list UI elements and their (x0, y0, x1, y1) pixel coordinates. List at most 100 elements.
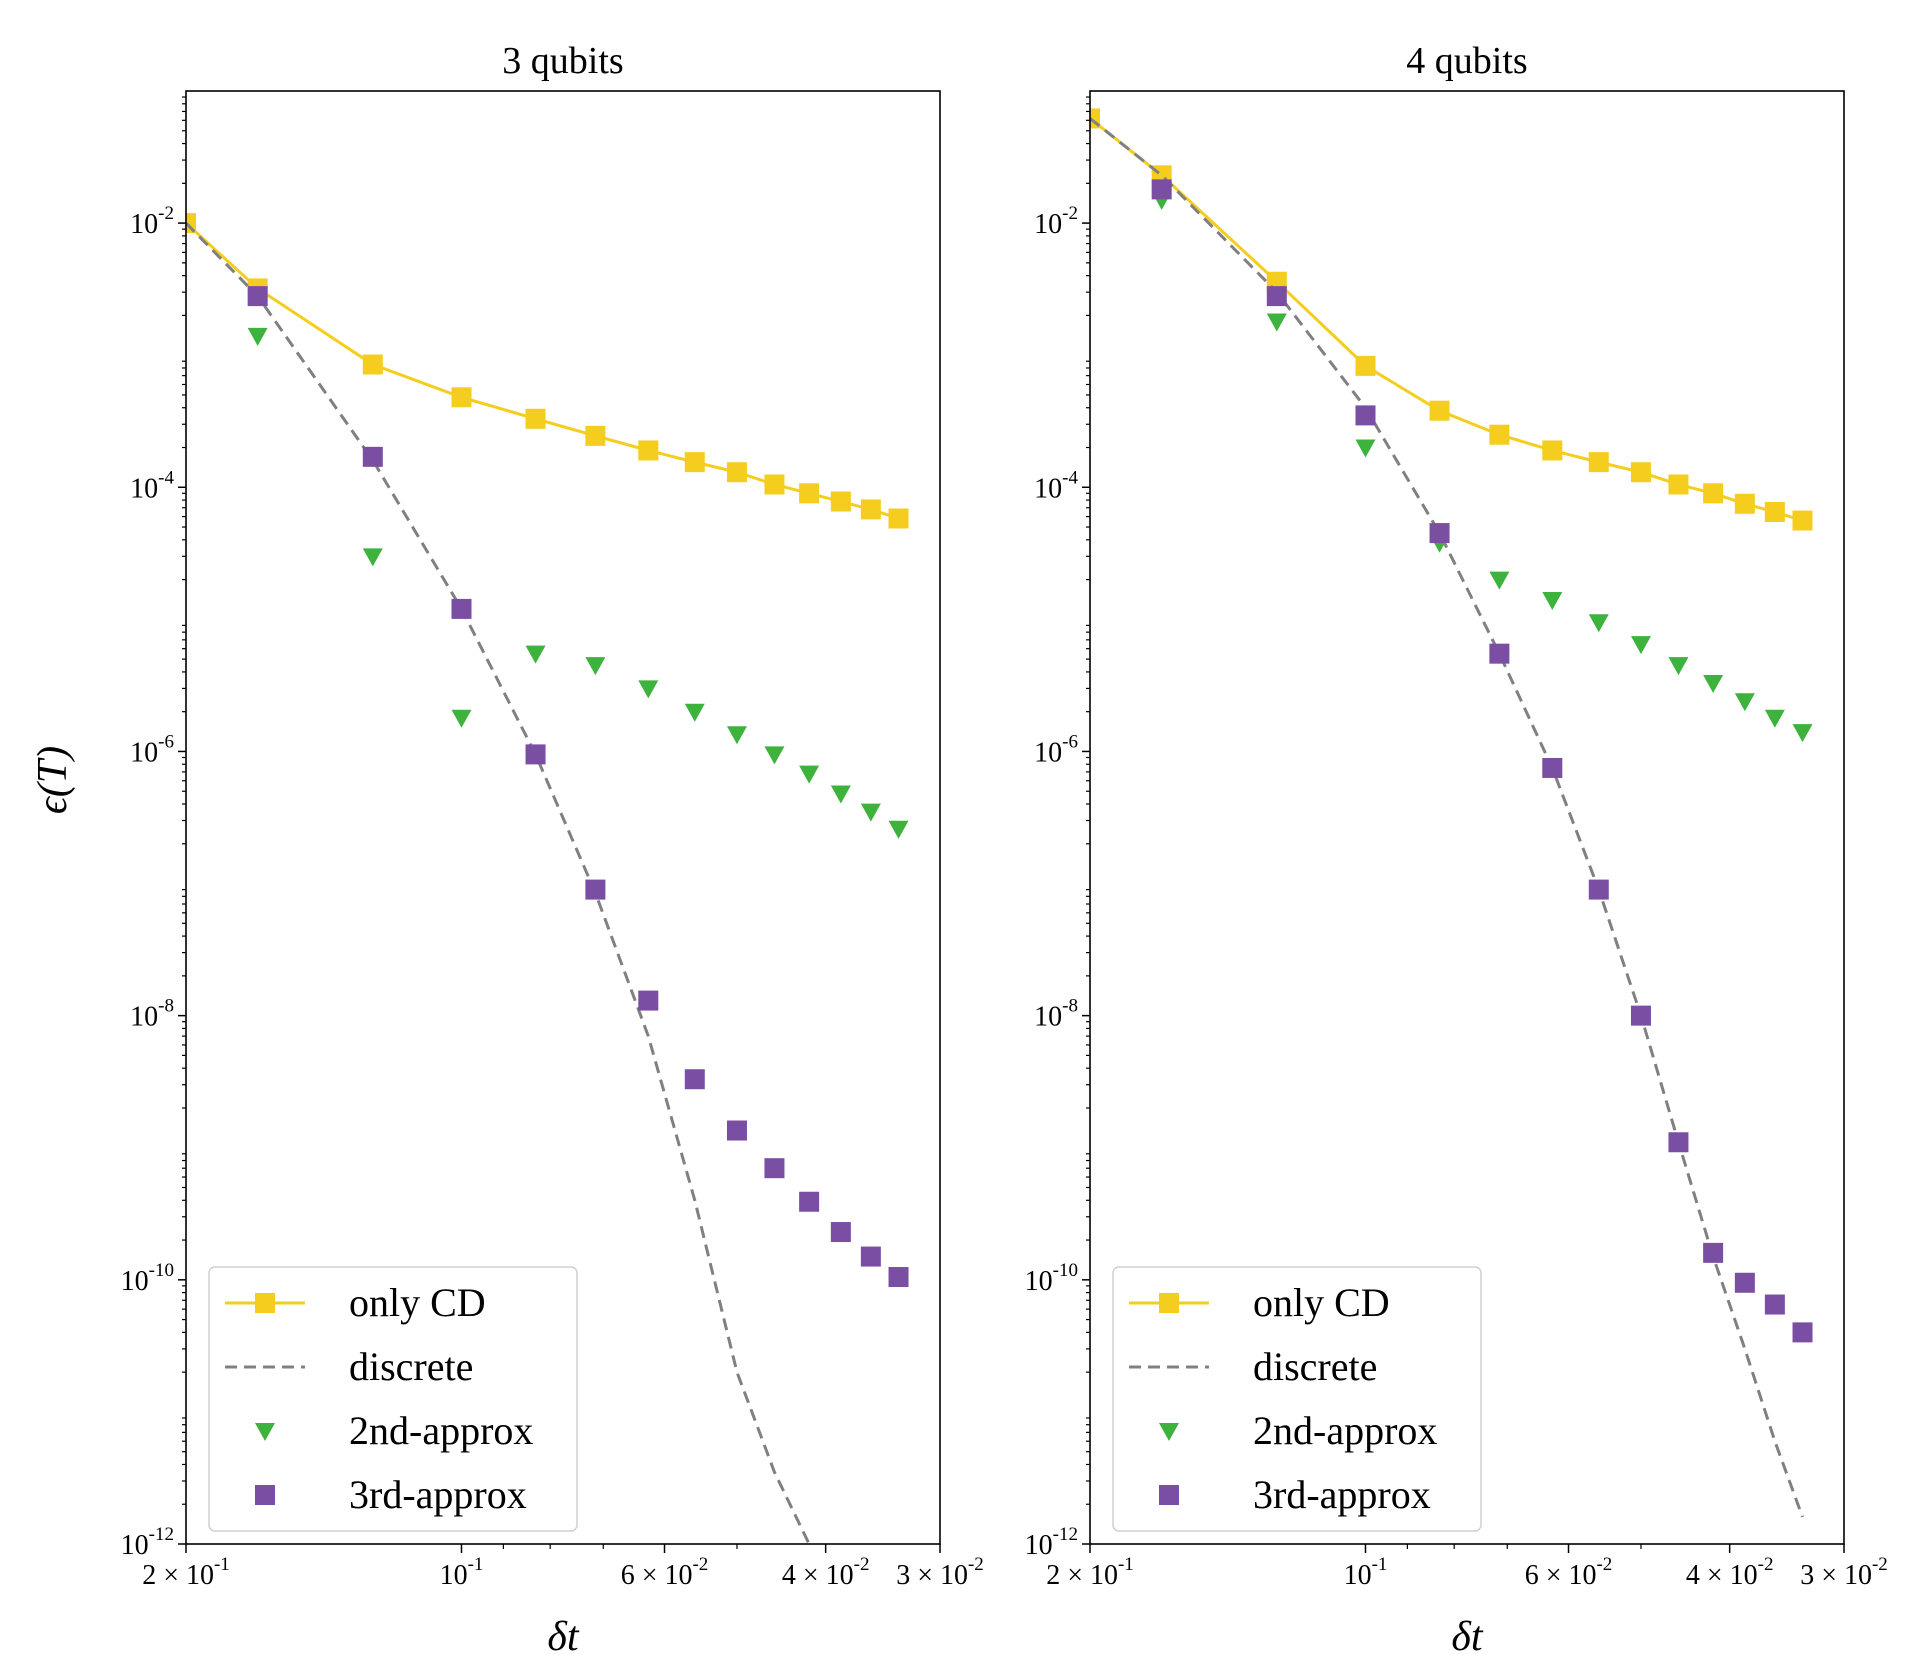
square-marker (830, 491, 851, 512)
square-marker (1489, 424, 1510, 445)
x-tick-label: 10-1 (440, 1554, 484, 1591)
square-marker (1151, 179, 1172, 200)
series-2nd-approx (247, 327, 909, 839)
legend-label: 3rd-approx (1253, 1472, 1431, 1517)
square-marker (247, 286, 268, 307)
square-marker (888, 1267, 909, 1288)
x-tick-label: 4 × 10-2 (1686, 1554, 1774, 1591)
triangle-marker (888, 820, 909, 839)
triangle-marker (1542, 592, 1563, 611)
legend: only CD discrete 2nd-approx 3rd-approx (1112, 1266, 1482, 1532)
triangle-marker (451, 709, 472, 728)
square-marker (1703, 1242, 1724, 1263)
x-tick-label: 3 × 10-2 (896, 1554, 984, 1591)
legend-entry: discrete (1129, 1344, 1377, 1389)
square-marker (684, 1069, 705, 1090)
y-tick-label: 10-4 (130, 467, 174, 504)
triangle-marker (1630, 636, 1651, 655)
square-marker (830, 1222, 851, 1243)
square-marker (186, 213, 196, 234)
axes-frame (1089, 90, 1845, 1545)
y-tick-label: 10-6 (1034, 731, 1078, 768)
triangle-marker (1734, 693, 1755, 712)
legend-label: discrete (349, 1344, 473, 1389)
square-marker (1630, 1005, 1651, 1026)
square-marker (1588, 452, 1609, 473)
square-marker (764, 1158, 785, 1179)
triangle-marker (1764, 709, 1785, 728)
series-3rd-approx (247, 286, 909, 1288)
square-marker (585, 879, 606, 900)
legend-square-marker (255, 1293, 275, 1313)
y-tick-label: 10-2 (130, 203, 174, 240)
x-tick-label: 4 × 10-2 (782, 1554, 870, 1591)
y-tick-label: 10-6 (130, 731, 174, 768)
square-marker (1792, 510, 1813, 531)
legend-label: 2nd-approx (349, 1408, 533, 1453)
triangle-marker (1792, 724, 1813, 743)
square-marker (1630, 462, 1651, 483)
square-marker (1355, 405, 1376, 426)
square-marker (1764, 501, 1785, 522)
y-tick-label: 10-8 (130, 996, 174, 1033)
legend-entry: discrete (225, 1344, 473, 1389)
square-marker (1668, 474, 1689, 495)
y-tick-label: 10-10 (121, 1260, 174, 1297)
triangle-marker (247, 327, 268, 346)
triangle-marker (799, 765, 820, 784)
square-marker (525, 408, 546, 429)
square-marker (1734, 1272, 1755, 1293)
square-marker (1489, 643, 1510, 664)
square-marker (362, 354, 383, 375)
square-marker (1764, 1294, 1785, 1315)
x-tick-label: 3 × 10-2 (1800, 1554, 1888, 1591)
legend: only CD discrete 2nd-approx 3rd-approx (208, 1266, 578, 1532)
plot-area (1090, 108, 1813, 1518)
y-tick-label: 10-12 (121, 1524, 174, 1561)
x-axis-label: δt (1451, 1614, 1484, 1660)
panel-1: 10-2 10-4 10-6 10-8 10-10 10-122 × 10-1 10-1 6 … (121, 40, 984, 1660)
triangle-marker (684, 703, 705, 722)
square-marker (860, 1246, 881, 1267)
triangle-marker (1668, 657, 1689, 676)
series-only-cd (186, 213, 909, 529)
plot-area (186, 213, 909, 1544)
legend-triangle-marker (255, 1423, 275, 1441)
square-marker (1542, 757, 1563, 778)
triangle-marker (525, 645, 546, 664)
square-marker (525, 744, 546, 765)
y-tick-label: 10-10 (1025, 1260, 1078, 1297)
legend-square-marker (1159, 1485, 1179, 1505)
legend-entry: only CD (225, 1280, 486, 1325)
triangle-marker (764, 746, 785, 765)
axes-frame (185, 90, 941, 1545)
square-marker (451, 598, 472, 619)
legend-square-marker (1159, 1293, 1179, 1313)
square-marker (638, 440, 659, 461)
square-marker (585, 425, 606, 446)
square-marker (1542, 440, 1563, 461)
legend-label: only CD (1253, 1280, 1390, 1325)
square-marker (799, 1191, 820, 1212)
triangle-marker (726, 726, 747, 745)
x-tick-label: 2 × 10-1 (1046, 1554, 1134, 1591)
legend-entry: 2nd-approx (1159, 1408, 1437, 1453)
triangle-marker (1489, 571, 1510, 590)
y-axis-label: ϵ(T) (30, 746, 76, 814)
square-marker (1355, 355, 1376, 376)
legend-box (1112, 1266, 1482, 1532)
legend-label: discrete (1253, 1344, 1377, 1389)
triangle-marker (1588, 614, 1609, 633)
square-marker (638, 990, 659, 1011)
legend-label: only CD (349, 1280, 486, 1325)
legend-entry: only CD (1129, 1280, 1390, 1325)
legend-entry: 3rd-approx (1159, 1472, 1431, 1517)
panel-title: 4 qubits (1406, 40, 1527, 82)
square-marker (1429, 400, 1450, 421)
square-marker (684, 452, 705, 473)
legend-entry: 3rd-approx (255, 1472, 527, 1517)
triangle-marker (362, 548, 383, 567)
series-3rd-approx (1151, 179, 1813, 1343)
square-marker (799, 483, 820, 504)
